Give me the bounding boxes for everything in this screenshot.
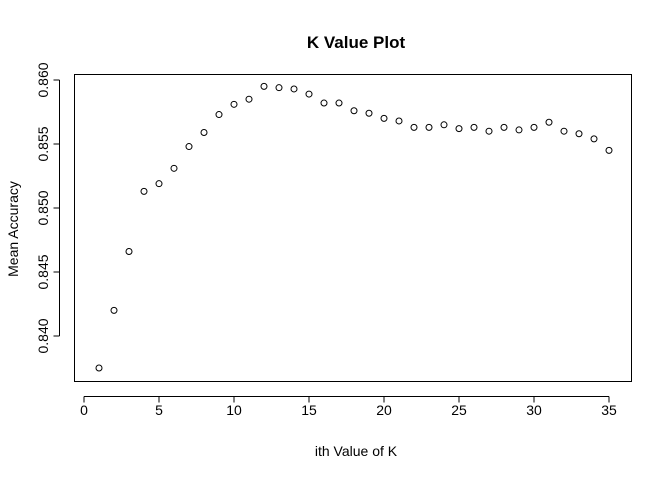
data-point (230, 100, 238, 108)
data-point (590, 135, 598, 143)
data-point (185, 143, 193, 151)
data-point (200, 128, 208, 136)
plot-area-frame (74, 74, 632, 382)
chart-title: K Value Plot (307, 33, 406, 52)
y-axis-label: Mean Accuracy (5, 181, 21, 277)
data-point (275, 84, 283, 92)
data-point (140, 187, 148, 195)
data-point (485, 127, 493, 135)
data-point (455, 125, 463, 133)
data-point (260, 82, 268, 90)
data-point (605, 146, 613, 154)
x-tick-label: 25 (451, 402, 467, 418)
data-point (95, 364, 103, 372)
data-point (365, 109, 373, 117)
data-point (245, 95, 253, 103)
data-point (560, 127, 568, 135)
x-axis: 0 5 10 15 20 25 30 35 (80, 396, 617, 418)
data-point (305, 90, 313, 98)
x-tick-label: 35 (601, 402, 617, 418)
data-point (500, 123, 508, 131)
data-point (380, 114, 388, 122)
x-tick-label: 5 (155, 402, 163, 418)
data-point (545, 118, 553, 126)
x-axis-label: ith Value of K (315, 443, 398, 459)
y-axis: 0.840 0.845 0.850 0.855 0.860 (35, 62, 60, 354)
data-point (515, 126, 523, 134)
data-point (155, 180, 163, 188)
y-tick-label: 0.845 (35, 254, 51, 289)
x-tick-label: 15 (301, 402, 317, 418)
data-points (95, 82, 613, 372)
data-point (125, 248, 133, 256)
data-point (440, 121, 448, 129)
data-point (470, 123, 478, 131)
x-tick-label: 30 (526, 402, 542, 418)
y-tick-label: 0.850 (35, 190, 51, 225)
data-point (335, 99, 343, 107)
x-tick-label: 10 (226, 402, 242, 418)
x-tick-label: 20 (376, 402, 392, 418)
data-point (395, 117, 403, 125)
data-point (350, 107, 358, 115)
data-point (530, 123, 538, 131)
data-point (410, 123, 418, 131)
data-point (215, 111, 223, 119)
data-point (110, 306, 118, 314)
y-tick-label: 0.855 (35, 126, 51, 161)
data-point (575, 130, 583, 138)
data-point (170, 164, 178, 172)
y-tick-label: 0.840 (35, 318, 51, 353)
x-tick-label: 0 (80, 402, 88, 418)
y-tick-label: 0.860 (35, 62, 51, 97)
data-point (425, 123, 433, 131)
data-point (320, 99, 328, 107)
data-point (290, 85, 298, 93)
